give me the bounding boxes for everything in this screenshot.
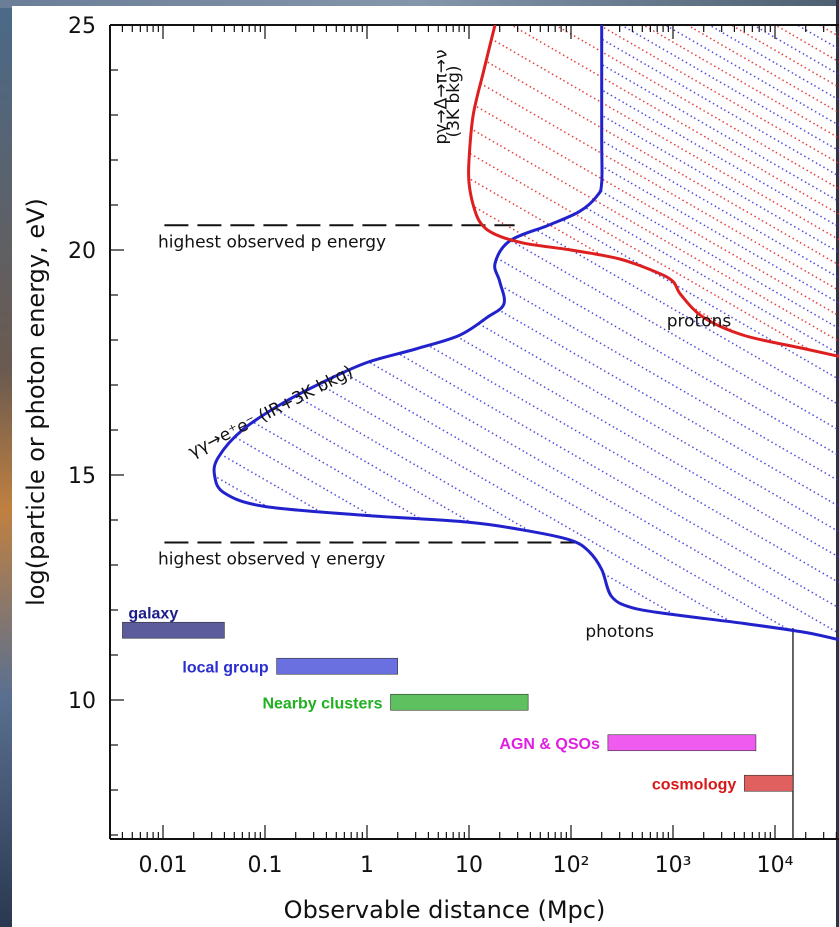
scale-bar-agn-qsos (607, 734, 757, 752)
proton-horizon-hatch (469, 25, 839, 358)
x-tick-label: 10² (553, 853, 590, 878)
text-layer: 0.01 0.1 1 10 10² 10³ 10⁴ 10 15 20 25 Observable di… (22, 14, 794, 924)
reference-line-label: highest observed γ energy (158, 550, 385, 570)
reaction-label-3k-bkg: (3K bkg) (444, 65, 464, 137)
x-tick-label: 0.1 (248, 853, 283, 878)
y-axis-title: log(particle or photon energy, eV) (22, 198, 50, 606)
x-tick-label: 10 (455, 853, 483, 878)
y-tick-label: 15 (68, 464, 96, 489)
scale-bar-label: local group (182, 659, 268, 676)
scale-bar-label: AGN & QSOs (499, 736, 600, 753)
x-tick-label: 0.01 (139, 853, 188, 878)
scale-bars-layer (122, 621, 794, 792)
y-tick-label: 20 (68, 239, 96, 264)
scale-bar-local-group (276, 657, 399, 675)
plot-frame (109, 24, 839, 840)
scale-bar-galaxy (122, 621, 225, 639)
hatch-layer (214, 25, 839, 642)
series-label-protons: protons (667, 312, 732, 332)
scale-bar-label: Nearby clusters (262, 695, 382, 712)
x-axis-title: Observable distance (Mpc) (284, 896, 606, 924)
series-layer (164, 25, 839, 839)
scale-bar-nearby-clusters (390, 693, 529, 711)
reference-line-label: highest observed p energy (158, 232, 386, 252)
x-tick-label: 1 (360, 853, 374, 878)
scale-bar-label: cosmology (652, 776, 737, 793)
scale-bar-cosmology (743, 774, 794, 792)
background-strip-top (0, 0, 839, 8)
scale-bar-label: galaxy (128, 605, 178, 622)
photons-curve (212, 25, 839, 642)
x-tick-label: 10⁴ (757, 853, 794, 878)
y-tick-label: 10 (68, 689, 96, 714)
series-label-photons: photons (585, 622, 654, 642)
protons-curve (466, 25, 839, 358)
axis-ticks (110, 24, 838, 839)
x-tick-label: 10³ (655, 853, 692, 878)
reaction-label-p-gamma: pγ→Δ→π→ν (431, 50, 451, 145)
background-strip-left (0, 0, 14, 927)
y-tick-label: 25 (68, 14, 96, 39)
